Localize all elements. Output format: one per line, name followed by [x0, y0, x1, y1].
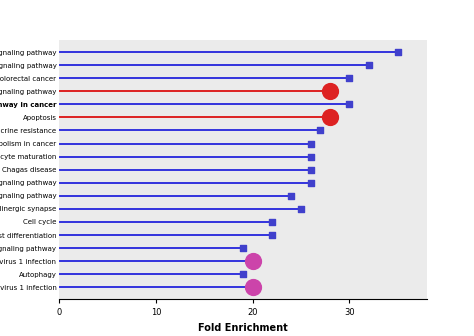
Point	[346, 76, 353, 81]
Point	[268, 232, 276, 238]
Point	[268, 219, 276, 225]
Point	[317, 128, 324, 133]
Point	[326, 115, 334, 120]
Point	[297, 206, 305, 212]
Point	[249, 258, 256, 264]
Point	[326, 89, 334, 94]
X-axis label: Fold Enrichment: Fold Enrichment	[198, 323, 288, 333]
Point	[346, 102, 353, 107]
Point	[239, 271, 246, 277]
Point	[287, 193, 295, 199]
Point	[307, 154, 314, 159]
Point	[307, 180, 314, 185]
Point	[307, 167, 314, 172]
Point	[239, 245, 246, 251]
Point	[249, 285, 256, 290]
Point	[394, 49, 401, 55]
Point	[365, 62, 373, 68]
Point	[307, 141, 314, 146]
